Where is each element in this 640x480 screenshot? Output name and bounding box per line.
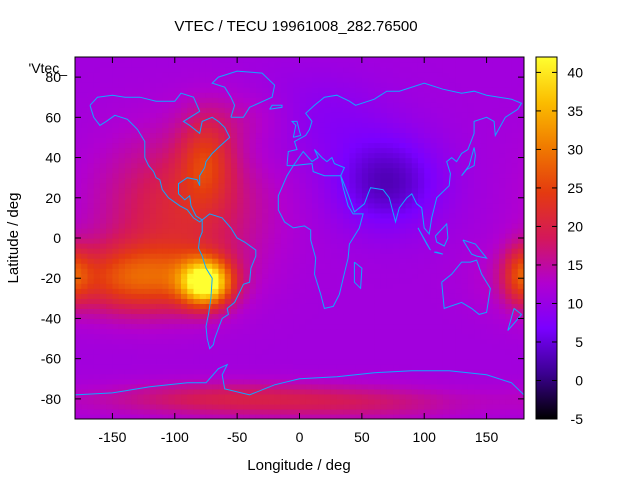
y-tick-label: 0 xyxy=(53,230,61,246)
colorbar-tick-label: 5 xyxy=(575,334,583,350)
colorbar-tick-label: 35 xyxy=(567,103,583,119)
colorbar-tick-label: 25 xyxy=(567,180,583,196)
x-tick-label: 100 xyxy=(413,429,437,445)
heatmap-field xyxy=(75,57,524,419)
coastline-path xyxy=(269,104,283,110)
coastline-path xyxy=(434,222,449,247)
colorbar-tick-label: 20 xyxy=(567,218,583,234)
coastline-path xyxy=(462,239,488,259)
x-tick-label: -50 xyxy=(227,429,247,445)
coastlines xyxy=(75,70,524,396)
y-tick-label: -60 xyxy=(41,351,61,367)
coastline-path xyxy=(277,163,364,309)
y-tick-label: 20 xyxy=(45,190,61,206)
colorbar-gradient xyxy=(535,56,558,420)
coastline-path xyxy=(507,308,523,331)
coastline-path xyxy=(417,227,431,251)
y-tick-label: -20 xyxy=(41,270,61,286)
x-axis: -150 -100 -50 0 50 100 150 xyxy=(98,57,498,445)
x-tick-label: -100 xyxy=(161,429,189,445)
coastline-path xyxy=(197,213,257,350)
series-key-label: 'Vtec_ xyxy=(29,60,68,76)
y-axis-title: Latitude / deg xyxy=(5,193,22,284)
colorbar-tick-label: 0 xyxy=(575,372,583,388)
x-axis-title: Longitude / deg xyxy=(247,457,350,474)
coastline-path xyxy=(461,147,476,177)
coastline-path xyxy=(434,251,444,255)
colorbar-tick-label: 40 xyxy=(567,64,583,80)
y-tick-label: 60 xyxy=(45,109,61,125)
x-tick-label: 50 xyxy=(354,429,370,445)
x-tick-label: -150 xyxy=(98,429,126,445)
colorbar-axis: -5 0 5 10 15 20 25 30 35 40 xyxy=(536,64,583,427)
y-tick-label: -80 xyxy=(41,391,61,407)
coastline-path xyxy=(89,92,231,223)
x-tick-label: 0 xyxy=(296,429,304,445)
x-tick-label: 150 xyxy=(475,429,499,445)
colorbar: -5 0 5 10 15 20 25 30 35 40 xyxy=(535,56,583,427)
coastline-path xyxy=(75,363,524,396)
y-tick-label: -40 xyxy=(41,310,61,326)
y-axis: -80 -60 -40 -20 0 20 40 60 80 xyxy=(41,69,524,407)
colorbar-tick-label: 30 xyxy=(567,141,583,157)
chart-title: VTEC / TECU 19961008_282.76500 xyxy=(174,18,417,35)
coastline-path xyxy=(353,261,363,290)
coastline-path xyxy=(290,120,302,138)
coastline-path xyxy=(441,259,491,315)
y-tick-label: 40 xyxy=(45,150,61,166)
colorbar-tick-label: 15 xyxy=(567,257,583,273)
y-tick-label: 80 xyxy=(45,69,61,85)
colorbar-tick-label: 10 xyxy=(567,295,583,311)
coastline-path xyxy=(211,70,276,118)
colorbar-tick-label: -5 xyxy=(571,411,584,427)
